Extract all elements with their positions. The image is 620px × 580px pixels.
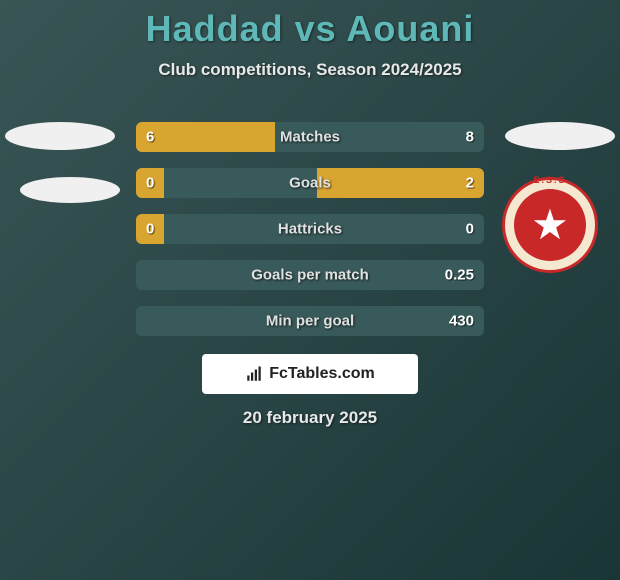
club-badge-text: E.S.S bbox=[533, 175, 566, 185]
stat-label: Matches bbox=[280, 129, 340, 146]
stat-row: 0.25 Goals per match bbox=[136, 260, 484, 290]
stat-row: 430 Min per goal bbox=[136, 306, 484, 336]
subtitle: Club competitions, Season 2024/2025 bbox=[0, 60, 620, 80]
stat-value-right: 0 bbox=[466, 221, 474, 238]
stat-label: Goals per match bbox=[251, 267, 369, 284]
stat-row: 0 0 Hattricks bbox=[136, 214, 484, 244]
chart-icon bbox=[245, 365, 263, 383]
stats-container: 6 8 Matches 0 2 Goals 0 0 Hattricks 0.25 Goals per… bbox=[136, 122, 484, 352]
stat-bar-left bbox=[136, 122, 275, 152]
stat-label: Min per goal bbox=[266, 313, 354, 330]
club-badge: E.S.S ★ bbox=[502, 177, 598, 273]
brand-box[interactable]: FcTables.com bbox=[202, 354, 418, 394]
stat-row: 0 2 Goals bbox=[136, 168, 484, 198]
club-badge-inner: E.S.S ★ bbox=[514, 189, 586, 261]
player1-avatar-placeholder-2 bbox=[20, 177, 120, 203]
stat-value-left: 0 bbox=[146, 175, 154, 192]
stat-value-left: 6 bbox=[146, 129, 154, 146]
brand-text: FcTables.com bbox=[269, 365, 375, 383]
stat-value-right: 2 bbox=[466, 175, 474, 192]
stat-row: 6 8 Matches bbox=[136, 122, 484, 152]
stat-value-right: 430 bbox=[449, 313, 474, 330]
stat-value-right: 0.25 bbox=[445, 267, 474, 284]
stat-value-right: 8 bbox=[466, 129, 474, 146]
player2-avatar-placeholder bbox=[505, 122, 615, 150]
stat-label: Hattricks bbox=[278, 221, 342, 238]
page-title: Haddad vs Aouani bbox=[0, 0, 620, 50]
stat-label: Goals bbox=[289, 175, 331, 192]
stat-bar-right bbox=[317, 168, 484, 198]
stat-value-left: 0 bbox=[146, 221, 154, 238]
star-icon: ★ bbox=[531, 204, 569, 246]
player1-avatar-placeholder-1 bbox=[5, 122, 115, 150]
date-text: 20 february 2025 bbox=[243, 408, 377, 428]
